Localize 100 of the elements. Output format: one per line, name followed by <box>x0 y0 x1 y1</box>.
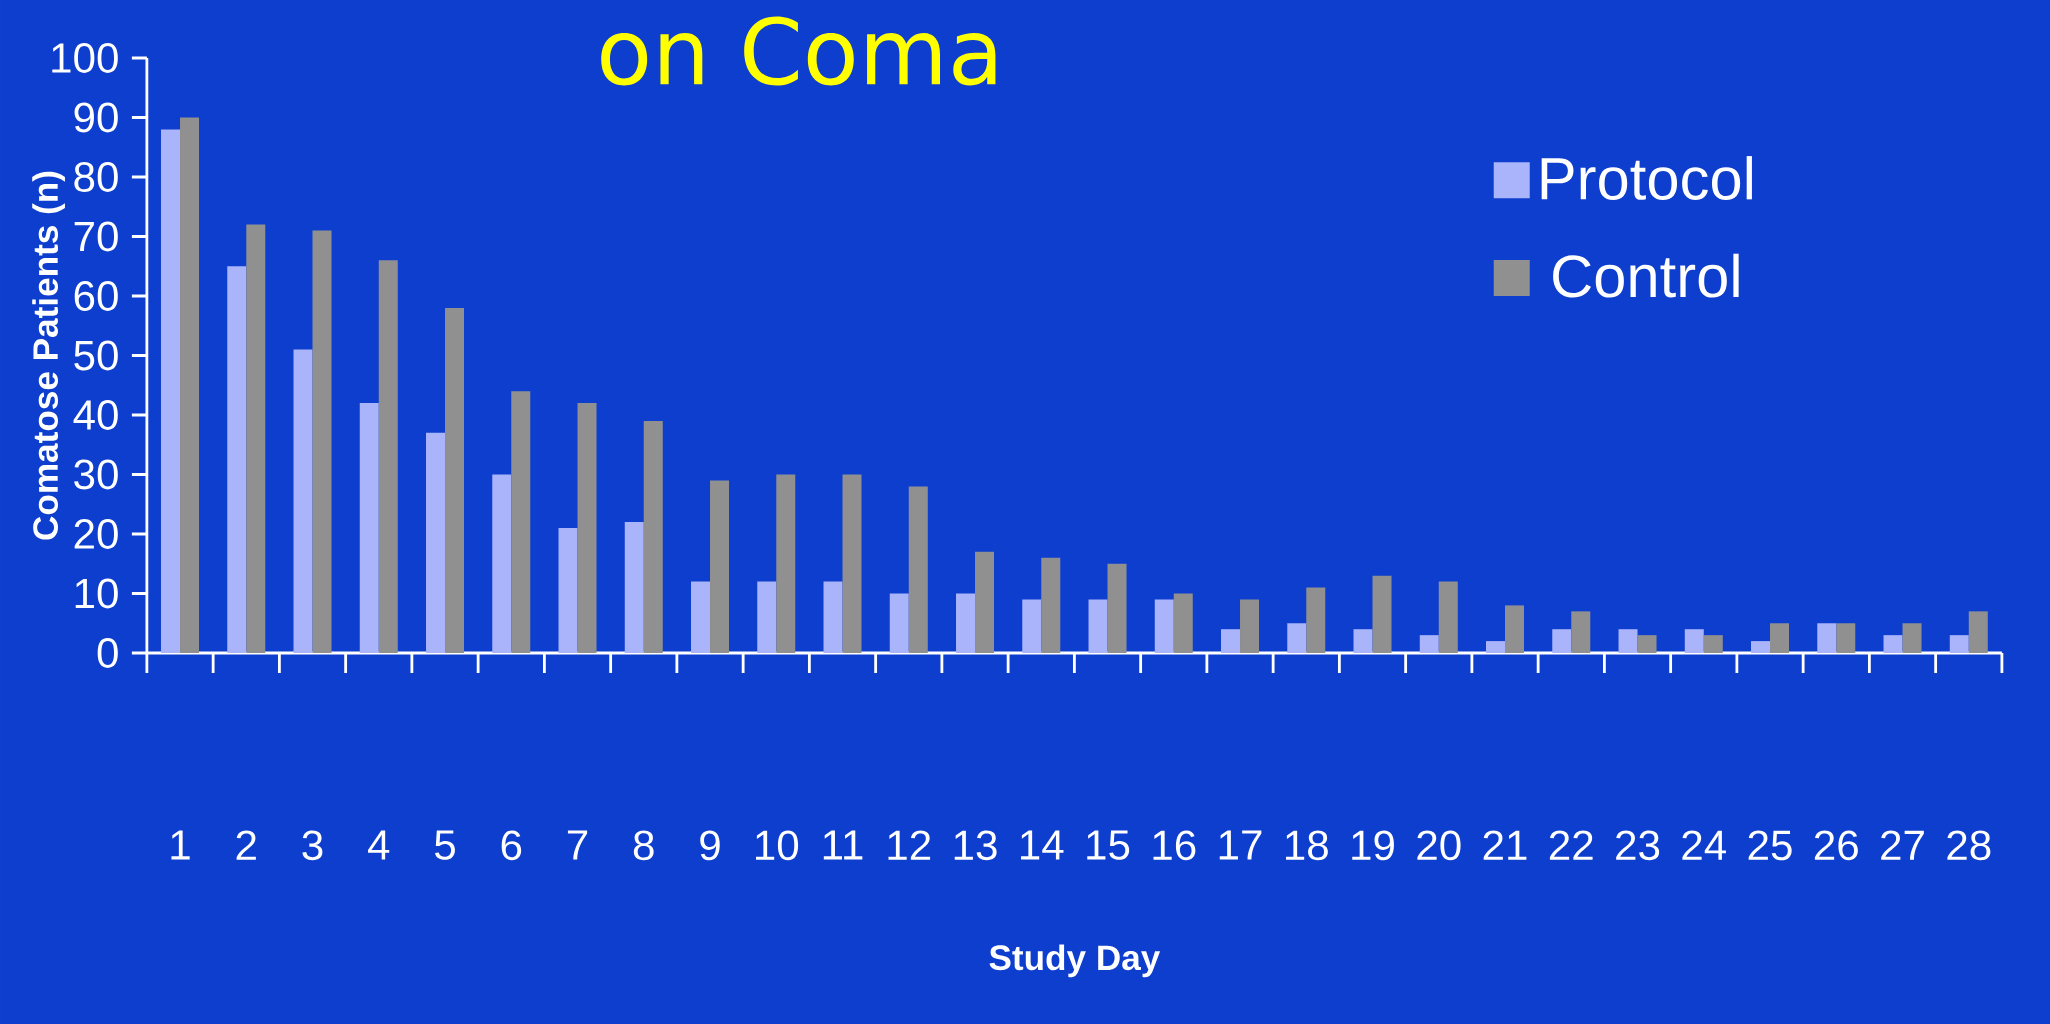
bar <box>1883 635 1903 654</box>
x-tick-label: 26 <box>1814 830 1858 861</box>
bar <box>691 581 711 654</box>
bar <box>1817 623 1837 654</box>
x-tick-label: 12 <box>888 830 931 860</box>
x-tick-label: 16 <box>1153 830 1196 861</box>
bar <box>1306 587 1326 654</box>
bar <box>1107 563 1127 654</box>
x-tick-label: 4 <box>368 830 390 860</box>
x-tick-label: 13 <box>954 830 997 861</box>
x-tick-label: 27 <box>1881 830 1924 860</box>
bar <box>1770 623 1790 654</box>
x-tick-label: 9 <box>700 830 720 861</box>
bar <box>757 581 777 654</box>
x-tick-label: 2 <box>236 830 256 860</box>
bar <box>776 474 796 654</box>
bar <box>956 593 976 654</box>
bar <box>1902 623 1922 654</box>
bar <box>842 474 862 654</box>
bar <box>1618 629 1638 654</box>
bar <box>1552 629 1572 654</box>
y-axis-title: Comatose Patients (n) <box>32 171 65 540</box>
y-tick-label: 90 <box>74 102 118 133</box>
bar <box>1221 629 1241 654</box>
x-tick-label: 15 <box>1087 830 1130 860</box>
bar <box>1751 641 1771 654</box>
x-tick-label: 7 <box>567 830 588 860</box>
y-tick-label: 0 <box>97 638 118 668</box>
bar <box>643 420 663 654</box>
bar <box>492 474 512 654</box>
x-tick-label: 10 <box>756 830 799 861</box>
bar <box>426 432 446 654</box>
legend-label: Control <box>1553 253 1739 298</box>
bar <box>975 551 995 654</box>
bar <box>1154 599 1174 654</box>
x-tick-label: 28 <box>1947 830 1991 861</box>
bar <box>1684 629 1704 654</box>
y-tick-label: 70 <box>74 221 118 252</box>
bar <box>1022 599 1042 654</box>
bar <box>227 266 247 654</box>
x-tick-label: 17 <box>1219 830 1262 860</box>
bar <box>1041 557 1061 654</box>
y-tick-label: 80 <box>74 162 118 192</box>
x-tick-label: 25 <box>1748 830 1792 861</box>
bar <box>1486 641 1506 654</box>
bar <box>1505 605 1525 654</box>
x-tick-label: 8 <box>633 830 654 861</box>
bar <box>1372 575 1392 654</box>
x-tick-label: 6 <box>501 830 522 861</box>
bar <box>558 528 578 654</box>
bar <box>1968 611 1988 654</box>
x-tick-label: 22 <box>1549 830 1593 860</box>
bar <box>889 593 909 654</box>
bar <box>1240 599 1260 654</box>
bar <box>378 260 398 654</box>
bar <box>1571 611 1591 654</box>
x-tick-label: 24 <box>1682 830 1726 860</box>
x-tick-label: 5 <box>434 830 455 860</box>
y-tick-label: 40 <box>73 400 118 430</box>
bar <box>710 480 730 654</box>
bar <box>1353 629 1373 654</box>
x-tick-label: 11 <box>823 830 863 860</box>
x-tick-label: 20 <box>1417 830 1461 861</box>
bar <box>624 522 644 654</box>
bar <box>1836 623 1856 654</box>
bar <box>577 403 597 654</box>
y-tick-label: 50 <box>74 340 118 371</box>
bar <box>908 486 928 654</box>
bar <box>1287 623 1307 654</box>
bar <box>180 117 200 654</box>
bar <box>1438 581 1458 654</box>
bar <box>511 391 531 654</box>
x-tick-label: 3 <box>302 830 323 861</box>
x-axis-title: Study Day <box>989 944 1161 978</box>
bar <box>1419 635 1439 654</box>
bar <box>1637 635 1657 654</box>
bar <box>445 307 465 654</box>
bar <box>161 129 181 654</box>
bar <box>293 349 313 654</box>
bar <box>1703 635 1723 654</box>
bar <box>312 230 332 654</box>
bar <box>246 224 266 654</box>
bar <box>1173 593 1193 654</box>
legend-label: Protocol <box>1541 156 1752 200</box>
x-tick-label: 21 <box>1483 830 1527 860</box>
x-tick-label: 1 <box>171 830 190 860</box>
bar <box>1088 599 1108 654</box>
y-tick-label: 100 <box>52 43 118 73</box>
x-tick-label: 19 <box>1352 830 1394 861</box>
y-tick-label: 30 <box>74 459 118 490</box>
y-tick-label: 10 <box>75 578 118 609</box>
bar <box>359 403 379 654</box>
y-tick-label: 20 <box>74 519 118 549</box>
chart-title: on Coma <box>601 16 996 86</box>
x-tick-label: 18 <box>1286 830 1328 861</box>
x-tick-label: 14 <box>1021 830 1064 860</box>
bar <box>1949 635 1969 654</box>
y-tick-label: 60 <box>74 281 118 311</box>
x-tick-label: 23 <box>1616 830 1660 861</box>
bar <box>823 581 843 654</box>
